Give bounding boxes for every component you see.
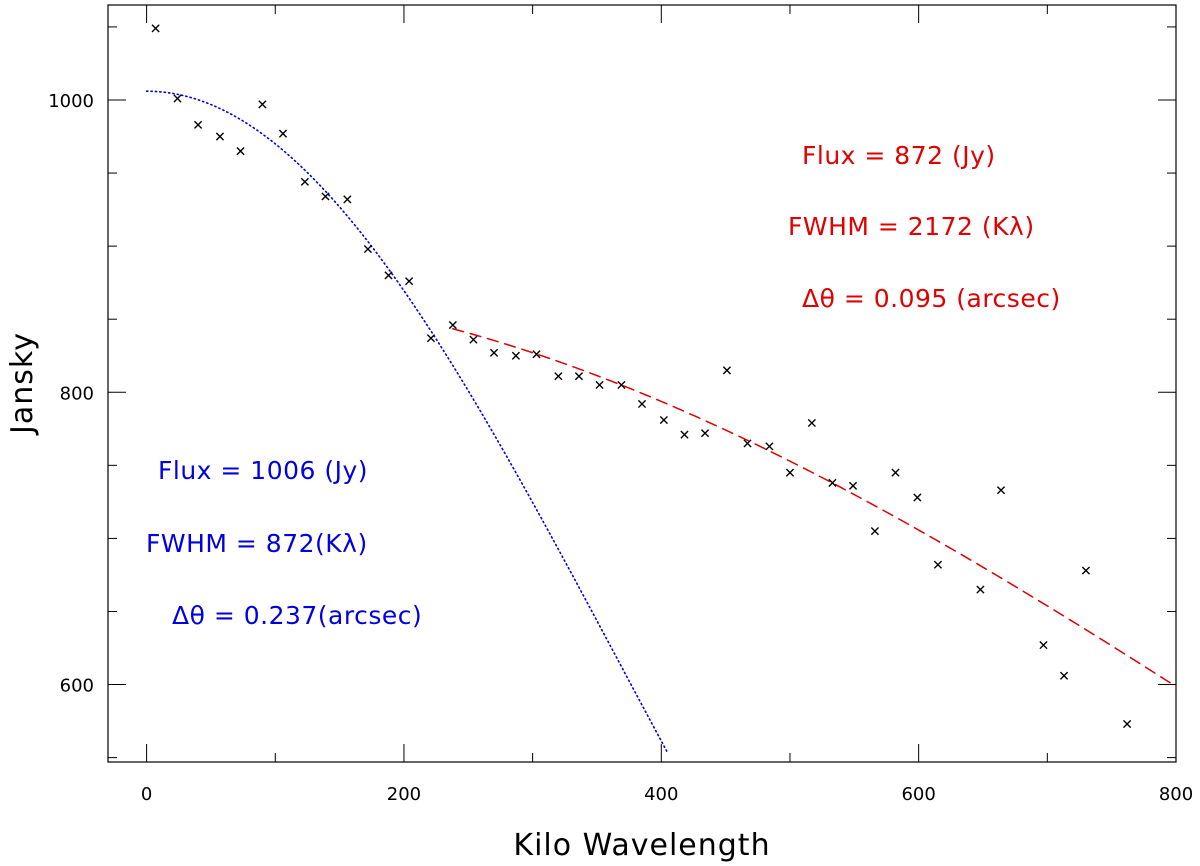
x-tick-label: 0: [141, 784, 152, 805]
data-point: [785, 468, 795, 477]
data-point: [891, 468, 900, 477]
red-fit-annotation: Flux = 872 (Jy) FWHM = 2172 (Kλ) Δθ = 0.…: [788, 141, 1061, 313]
blue-fit-annotation: Flux = 1006 (Jy) FWHM = 872(Kλ) Δθ = 0.2…: [146, 456, 422, 630]
x-axis-title: Kilo Wavelength: [513, 828, 770, 863]
data-points: [151, 24, 1132, 729]
data-point: [1081, 566, 1091, 575]
data-point: [300, 177, 309, 186]
x-tick-label: 800: [1159, 784, 1193, 805]
data-point: [722, 366, 732, 375]
data-point: [532, 350, 541, 359]
data-point: [236, 147, 245, 156]
x-tick-label: 600: [901, 784, 935, 805]
plot-frame: [107, 4, 1177, 763]
data-point: [343, 195, 352, 204]
x-tick-label: 400: [644, 784, 678, 805]
data-point: [426, 334, 436, 343]
y-tick-label: 800: [60, 383, 94, 404]
data-point: [193, 120, 203, 129]
blue-fit-curve: [145, 90, 669, 754]
data-point: [870, 527, 879, 536]
data-point: [807, 418, 816, 428]
data-point: [1123, 719, 1132, 729]
axis-ticks: 0 200 400 600 800 600 800 1000: [48, 5, 1193, 805]
data-point: [384, 271, 393, 280]
data-point: [765, 442, 774, 451]
data-point: [996, 486, 1006, 495]
data-point: [469, 335, 478, 344]
data-point: [511, 351, 520, 360]
data-point: [278, 129, 288, 138]
red-fit-curve: [452, 328, 1177, 688]
data-point: [574, 372, 584, 381]
y-axis-title: Jansky: [5, 332, 40, 436]
data-point: [554, 372, 563, 381]
data-point: [828, 478, 837, 487]
y-tick-label: 600: [60, 676, 94, 697]
red-flux-text: Flux = 872 (Jy): [802, 141, 996, 170]
data-point: [743, 439, 752, 448]
blue-fwhm-text: FWHM = 872(Kλ): [146, 529, 368, 558]
data-point: [363, 244, 373, 254]
data-point: [659, 415, 668, 425]
data-point: [637, 399, 647, 409]
data-point: [151, 24, 160, 33]
data-point: [848, 481, 858, 490]
data-point: [617, 380, 626, 390]
data-point: [680, 430, 689, 439]
data-point: [933, 560, 943, 569]
red-dtheta-text: Δθ = 0.095 (arcsec): [802, 284, 1061, 313]
data-point: [700, 429, 710, 438]
fit-curves: [145, 90, 1177, 754]
blue-dtheta-text: Δθ = 0.237(arcsec): [172, 601, 422, 630]
data-point: [913, 493, 922, 502]
data-point: [258, 100, 267, 109]
data-point: [1059, 671, 1069, 680]
data-point: [1039, 640, 1048, 650]
data-point: [976, 585, 985, 594]
data-point: [448, 320, 457, 330]
x-tick-label: 200: [387, 784, 421, 805]
data-point: [405, 277, 414, 286]
blue-flux-text: Flux = 1006 (Jy): [158, 456, 368, 485]
data-point: [595, 380, 604, 390]
y-tick-label: 1000: [48, 91, 94, 112]
data-point: [321, 192, 330, 201]
data-point: [173, 94, 182, 103]
data-point: [489, 348, 499, 357]
red-fwhm-text: FWHM = 2172 (Kλ): [788, 212, 1035, 241]
data-point: [215, 132, 225, 141]
